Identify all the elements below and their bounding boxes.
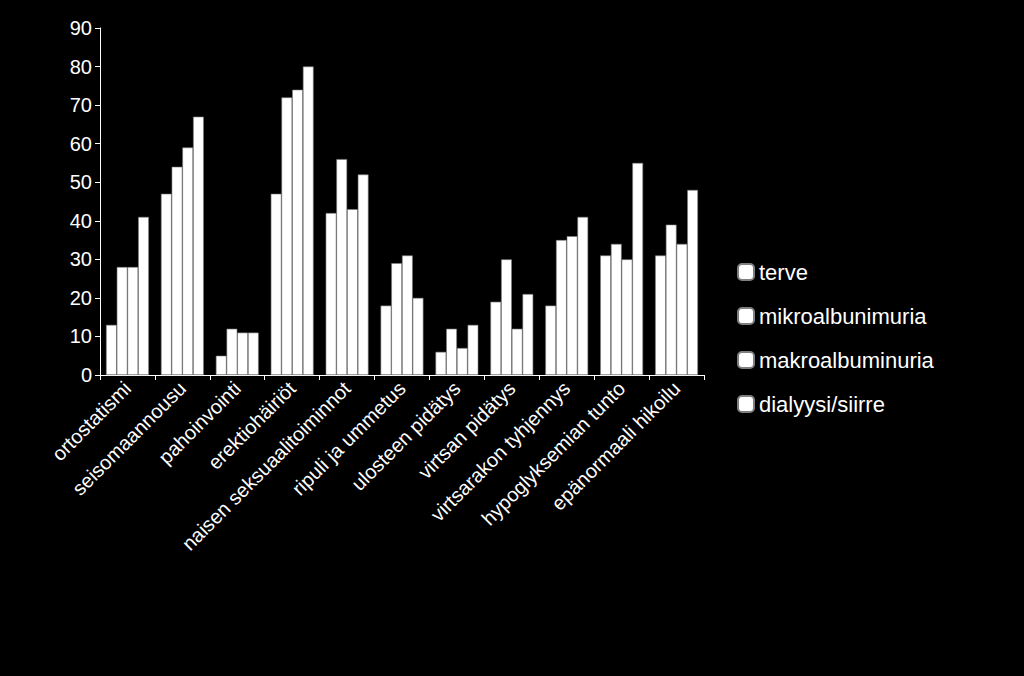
svg-text:50: 50 [70, 171, 92, 193]
svg-text:40: 40 [70, 210, 92, 232]
svg-text:ripuli ja ummetus: ripuli ja ummetus [287, 377, 410, 500]
svg-text:60: 60 [70, 133, 92, 155]
svg-text:makroalbuminuria: makroalbuminuria [759, 348, 935, 373]
svg-text:ulosteen pidätys: ulosteen pidätys [347, 377, 465, 495]
svg-text:0: 0 [81, 364, 92, 386]
svg-text:70: 70 [70, 94, 92, 116]
svg-text:epänormaali hikoilu: epänormaali hikoilu [547, 377, 684, 514]
svg-text:90: 90 [70, 17, 92, 39]
svg-text:80: 80 [70, 56, 92, 78]
svg-text:erektiohäiriöt: erektiohäiriöt [203, 377, 300, 474]
svg-text:10: 10 [70, 325, 92, 347]
svg-text:seisomaannousu: seisomaannousu [67, 377, 191, 500]
svg-text:30: 30 [70, 248, 92, 270]
svg-text:hypoglyksemian tunto: hypoglyksemian tunto [477, 377, 630, 530]
svg-text:dialyysi/siirre: dialyysi/siirre [759, 392, 885, 417]
svg-text:pahoinvointi: pahoinvointi [154, 377, 246, 469]
svg-text:terve: terve [759, 260, 808, 285]
svg-text:virtsan pidätys: virtsan pidätys [414, 377, 520, 483]
svg-text:mikroalbunimuria: mikroalbunimuria [759, 304, 927, 329]
svg-text:ortostatismi: ortostatismi [47, 377, 136, 465]
svg-text:naisen seksuaalitoiminnot: naisen seksuaalitoiminnot [177, 377, 355, 555]
svg-text:20: 20 [70, 287, 92, 309]
svg-text:virtsarakon tyhjennys: virtsarakon tyhjennys [426, 377, 575, 526]
